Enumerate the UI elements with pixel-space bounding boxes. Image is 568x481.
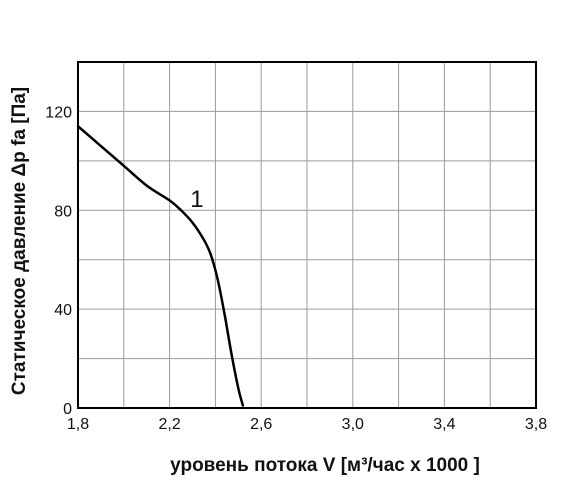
x-tick-label: 3,4	[433, 416, 455, 433]
x-tick-label: 1,8	[67, 416, 89, 433]
y-axis-label: Статическое давление Δp fa [Па]	[9, 87, 30, 395]
plot-frame	[77, 61, 537, 409]
y-tick-label: 0	[63, 401, 72, 418]
x-tick-labels: 1,8 2,2 2,6 3,0 3,4 3,8	[67, 416, 547, 433]
x-tick-label: 3,8	[525, 416, 547, 433]
y-tick-label: 80	[54, 203, 72, 220]
curve-label-1: 1	[190, 186, 203, 213]
grid	[78, 62, 536, 408]
y-tick-label: 40	[54, 302, 72, 319]
x-tick-label: 2,2	[158, 416, 180, 433]
x-axis-label: уровень потока V [м³/час x 1000 ]	[170, 455, 480, 476]
y-tick-label: 120	[45, 104, 72, 121]
x-tick-label: 2,6	[250, 416, 272, 433]
y-tick-labels: 0 40 80 120	[45, 104, 72, 418]
x-tick-label: 3,0	[342, 416, 364, 433]
series-line-1	[76, 125, 245, 407]
